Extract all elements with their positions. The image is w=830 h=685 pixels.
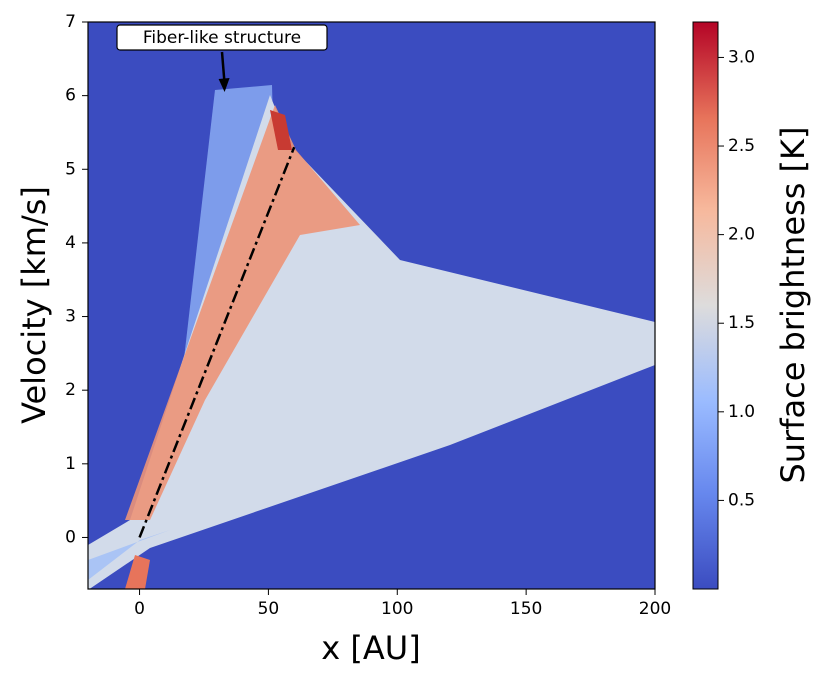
colorbar-tick-label: 1.5 <box>728 313 755 333</box>
annotation-box <box>116 24 328 51</box>
annotation: Fiber-like structure <box>143 28 301 48</box>
y-tick-label: 7 <box>65 12 76 32</box>
y-tick-label: 0 <box>65 527 76 547</box>
colorbar-tick-label: 0.5 <box>728 490 755 510</box>
y-tick-label: 2 <box>65 380 76 400</box>
y-tick-label: 4 <box>65 233 76 253</box>
x-tick-label: 50 <box>258 599 280 619</box>
heatmap <box>88 22 655 589</box>
fit-line <box>138 146 296 538</box>
colorbar-tick-label: 2.0 <box>728 225 755 245</box>
y-axis-label: Velocity [km/s] <box>15 186 53 424</box>
y-tick-label: 3 <box>65 307 76 327</box>
colorbar-label: Surface brightness [K] <box>774 126 812 483</box>
colorbar-tick-label: 1.0 <box>728 402 755 422</box>
y-tick-label: 1 <box>65 454 76 474</box>
annotation-arrowhead <box>218 77 230 92</box>
colorbar-tick-label: 2.5 <box>728 136 755 156</box>
x-axis-label: x [AU] <box>321 629 420 667</box>
y-tick-label: 5 <box>65 159 76 179</box>
plot-frame <box>87 21 656 590</box>
x-tick-label: 150 <box>510 599 542 619</box>
y-tick-label: 6 <box>65 86 76 106</box>
x-tick-label: 100 <box>381 599 413 619</box>
colorbar-tick-label: 3.0 <box>728 47 755 67</box>
x-tick-label: 0 <box>134 599 145 619</box>
x-tick-label: 200 <box>639 599 671 619</box>
colorbar <box>692 21 719 590</box>
